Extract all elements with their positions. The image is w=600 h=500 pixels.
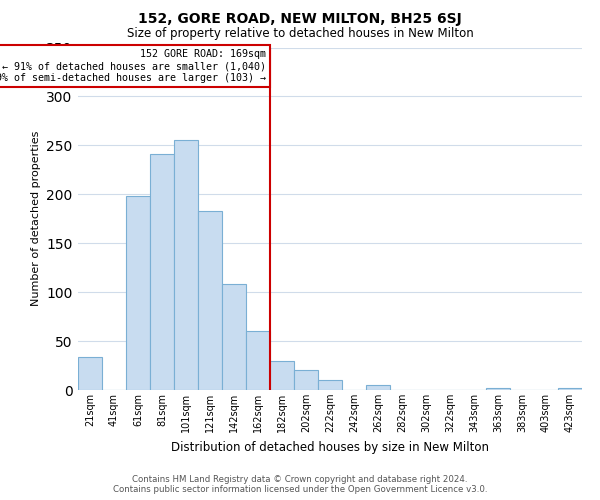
Bar xyxy=(126,196,150,390)
Bar xyxy=(558,388,582,390)
Text: Contains HM Land Registry data © Crown copyright and database right 2024.
Contai: Contains HM Land Registry data © Crown c… xyxy=(113,474,487,494)
Text: 152, GORE ROAD, NEW MILTON, BH25 6SJ: 152, GORE ROAD, NEW MILTON, BH25 6SJ xyxy=(138,12,462,26)
Y-axis label: Number of detached properties: Number of detached properties xyxy=(31,131,41,306)
Bar xyxy=(294,370,318,390)
Bar xyxy=(174,140,198,390)
Bar xyxy=(150,154,174,390)
Bar xyxy=(246,332,270,390)
Bar xyxy=(78,356,102,390)
X-axis label: Distribution of detached houses by size in New Milton: Distribution of detached houses by size … xyxy=(171,440,489,454)
Bar xyxy=(318,380,342,390)
Bar xyxy=(486,388,510,390)
Bar xyxy=(366,385,390,390)
Bar xyxy=(222,284,246,390)
Bar xyxy=(270,360,294,390)
Bar xyxy=(198,211,222,390)
Text: Size of property relative to detached houses in New Milton: Size of property relative to detached ho… xyxy=(127,28,473,40)
Text: 152 GORE ROAD: 169sqm
← 91% of detached houses are smaller (1,040)
9% of semi-de: 152 GORE ROAD: 169sqm ← 91% of detached … xyxy=(0,50,266,82)
